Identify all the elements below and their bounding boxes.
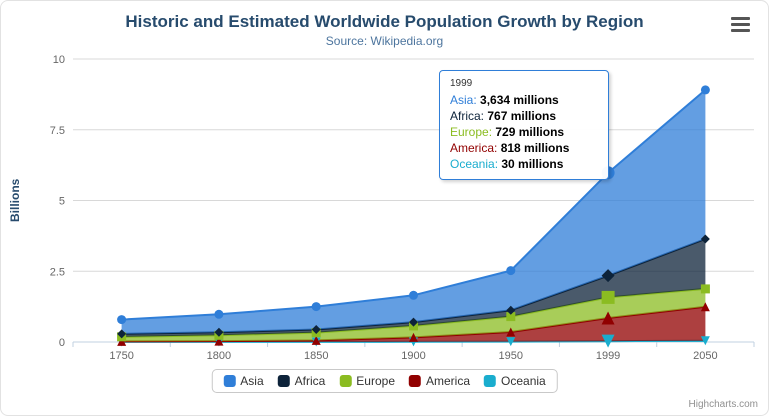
area-series-asia[interactable] [121,89,706,334]
legend-item-africa[interactable]: Africa [277,374,326,388]
chart-title: Historic and Estimated Worldwide Populat… [125,12,644,31]
marker-asia-1950[interactable] [506,266,516,276]
marker-africa-1900[interactable] [409,317,418,327]
marker-asia-1999[interactable] [601,166,615,180]
x-axis-label: 1800 [207,350,231,362]
legend-item-asia[interactable]: Asia [223,374,264,388]
x-axis-label: 1900 [401,350,425,362]
y-axis-tick-label: 0 [59,337,65,349]
marker-africa-1800[interactable] [214,327,224,337]
marker-america-1950[interactable] [506,327,516,337]
hamburger-icon [731,16,750,32]
area-series-africa[interactable] [121,239,706,337]
marker-europe-2050[interactable] [700,284,710,294]
highcharts-credits-link[interactable]: Highcharts.com [688,399,758,410]
legend-item-europe[interactable]: Europe [339,374,395,388]
legend-label: Europe [356,374,396,388]
chart-subtitle: Source: Wikipedia.org [325,34,444,48]
marker-america-1750[interactable] [117,336,127,346]
y-axis-tick-label: 10 [53,54,65,66]
marker-america-1800[interactable] [214,336,224,346]
marker-oceania-2050[interactable] [700,336,710,346]
legend-symbol [223,375,236,387]
legend: Asia Africa Europe America Oceania [211,369,558,393]
marker-europe-1950[interactable] [506,312,516,322]
y-axis-tick-label: 5 [59,196,65,208]
marker-asia-1850[interactable] [311,302,321,312]
y-axis-tick-label: 2.5 [50,266,65,278]
legend-item-america[interactable]: America [409,374,470,388]
marker-asia-1800[interactable] [214,309,224,319]
marker-america-1999[interactable] [601,311,615,325]
legend-label: Africa [294,374,326,388]
y-axis-title: Billions [8,178,22,223]
x-axis-label: 1950 [499,350,523,362]
legend-symbol [277,375,290,387]
marker-asia-1750[interactable] [117,315,127,325]
marker-america-1850[interactable] [311,335,321,345]
marker-africa-1999[interactable] [601,269,615,283]
legend-label: America [426,374,471,388]
marker-africa-1850[interactable] [311,324,321,334]
marker-america-1900[interactable] [409,332,418,342]
marker-oceania-1999[interactable] [601,334,615,348]
marker-asia-2050[interactable] [700,85,710,95]
x-axis-label: 2050 [693,350,717,362]
legend-symbol [409,375,422,387]
marker-africa-2050[interactable] [700,234,710,244]
marker-africa-1950[interactable] [506,305,516,315]
legend-label: Asia [240,374,264,388]
marker-africa-1750[interactable] [117,329,127,339]
y-axis-tick-label: 7.5 [50,125,65,137]
marker-europe-1999[interactable] [601,290,615,304]
x-axis-label: 1750 [109,350,133,362]
x-axis-label: 1999 [596,350,620,362]
legend-symbol [484,375,497,387]
x-axis-label: 1850 [304,350,328,362]
marker-oceania-1950[interactable] [506,337,516,347]
legend-symbol [339,375,352,387]
export-menu-button[interactable] [727,7,754,32]
marker-america-2050[interactable] [700,302,710,312]
legend-label: Oceania [501,374,546,388]
legend-item-oceania[interactable]: Oceania [484,374,546,388]
marker-asia-1900[interactable] [409,290,418,300]
area-series-america[interactable] [121,306,706,342]
